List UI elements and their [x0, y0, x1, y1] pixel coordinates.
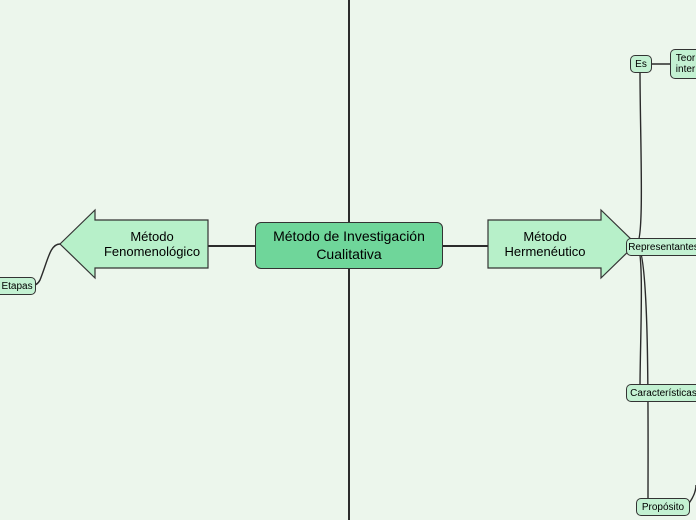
tag-etapas: Etapas: [0, 277, 36, 295]
tag-teor: Teor inter: [670, 49, 696, 79]
right-arrow-label: Método Hermenéutico: [492, 224, 598, 264]
center-node: Método de Investigación Cualitativa: [255, 222, 443, 269]
tag-es: Es: [630, 55, 652, 73]
left-arrow-label: Método Fenomenológico: [98, 224, 206, 264]
tag-caracteristicas: Características: [626, 384, 696, 402]
tag-proposito: Propósito: [636, 498, 690, 516]
tag-representantes: Representantes: [626, 238, 696, 256]
